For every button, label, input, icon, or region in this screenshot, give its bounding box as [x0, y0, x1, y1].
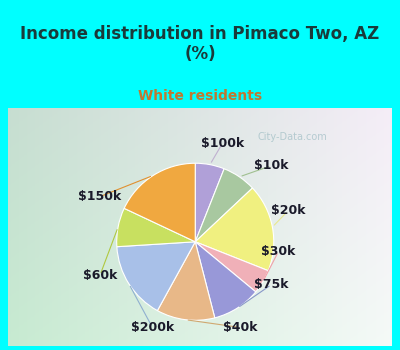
- Text: $20k: $20k: [271, 204, 305, 217]
- Text: $150k: $150k: [78, 190, 122, 203]
- Text: $100k: $100k: [201, 136, 244, 149]
- Text: Income distribution in Pimaco Two, AZ
(%): Income distribution in Pimaco Two, AZ (%…: [20, 25, 380, 63]
- Text: $200k: $200k: [131, 321, 174, 334]
- Wedge shape: [195, 188, 274, 271]
- Wedge shape: [195, 242, 268, 292]
- Text: City-Data.com: City-Data.com: [257, 132, 327, 142]
- Text: $75k: $75k: [254, 278, 289, 291]
- Wedge shape: [117, 242, 195, 310]
- Text: $60k: $60k: [83, 268, 117, 282]
- Text: White residents: White residents: [138, 89, 262, 103]
- Wedge shape: [195, 242, 256, 318]
- Wedge shape: [158, 242, 215, 320]
- Wedge shape: [195, 163, 224, 242]
- Text: $40k: $40k: [223, 321, 258, 334]
- Wedge shape: [124, 163, 195, 242]
- Text: $10k: $10k: [254, 159, 289, 172]
- Wedge shape: [195, 169, 252, 242]
- Text: $30k: $30k: [261, 245, 296, 258]
- Wedge shape: [117, 208, 195, 247]
